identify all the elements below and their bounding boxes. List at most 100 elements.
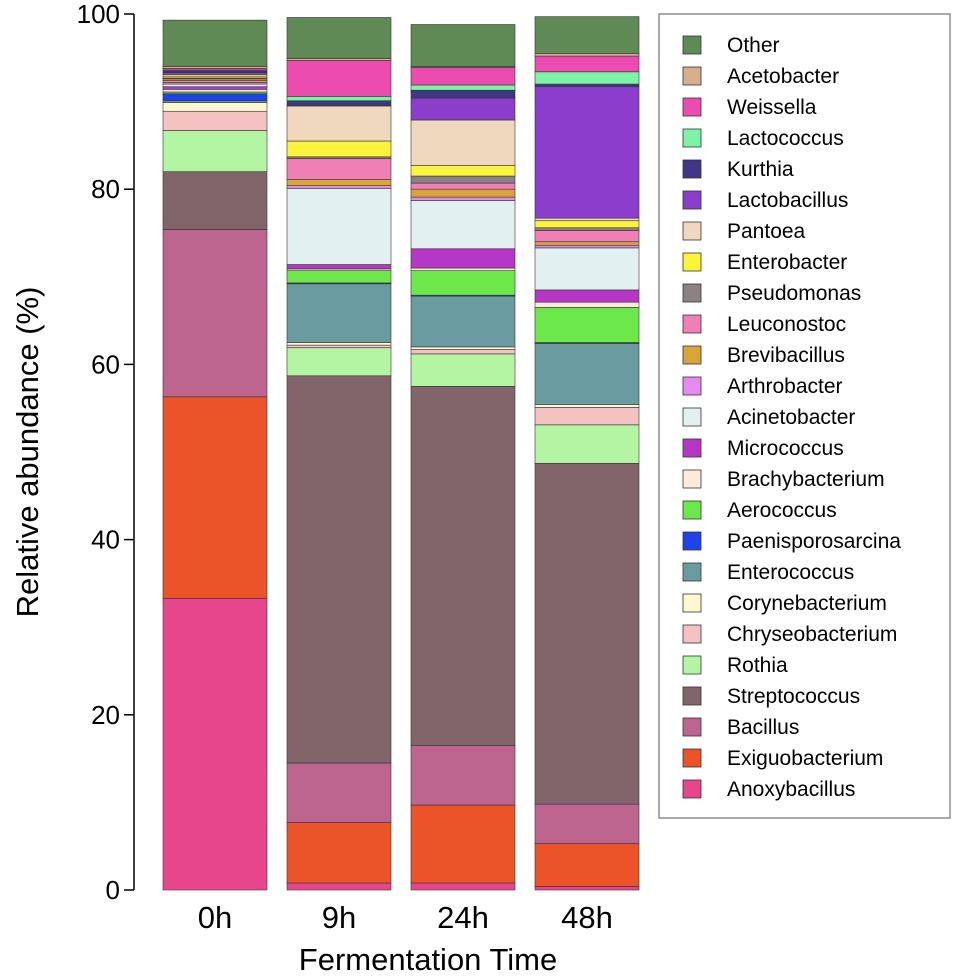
legend-label: Brevibacillus bbox=[727, 344, 845, 367]
legend-label: Aerococcus bbox=[727, 499, 837, 522]
legend-label: Chryseobacterium bbox=[727, 623, 897, 646]
bar-segment-weissella-9h: Weissella 9h: 4.1 bbox=[286, 60, 392, 97]
legend-swatch bbox=[682, 438, 702, 458]
legend-item-rothia: Rothia bbox=[682, 654, 788, 677]
legend-swatch bbox=[682, 407, 702, 427]
bar-segment-kurthia-48h: Kurthia 48h: 0.3 bbox=[534, 83, 640, 88]
bar-segment-acetobacter-48h: Acetobacter 48h: 0.3 bbox=[534, 53, 640, 57]
legend-item-anoxybacillus: Anoxybacillus bbox=[682, 778, 855, 801]
legend-item-lactobacillus: Lactobacillus bbox=[682, 189, 848, 212]
legend-label: Streptococcus bbox=[727, 685, 860, 708]
bar-segment-other-9h: Other 9h: 4.7 bbox=[286, 17, 392, 59]
bar-segment-other-0h: Other 0h: 5.3 bbox=[162, 19, 268, 67]
bar-segment-anoxybacillus-24h: Anoxybacillus 24h: 0.8 bbox=[410, 882, 516, 891]
bar-segment-micrococcus-48h: Micrococcus 48h: 1.4 bbox=[534, 289, 640, 303]
legend-label: Corynebacterium bbox=[727, 592, 887, 615]
bar-segment-weissella-24h: Weissella 24h: 2 bbox=[410, 67, 516, 86]
legend-item-acetobacter: Acetobacter bbox=[682, 65, 839, 88]
bar-segment-pseudomonas-48h: Pseudomonas 48h: 0.3 bbox=[534, 227, 640, 231]
legend-label: Micrococcus bbox=[727, 437, 844, 460]
bar-stack-9h: Anoxybacillus 9h: 0.8Exiguobacterium 9h:… bbox=[286, 17, 392, 891]
legend-item-kurthia: Kurthia bbox=[682, 158, 794, 181]
legend-swatch bbox=[682, 345, 702, 365]
legend-item-paenisporosarcina: Paenisporosarcina bbox=[682, 530, 901, 553]
bar-segment-corynebacterium-48h: Corynebacterium 48h: 0.3 bbox=[534, 404, 640, 408]
bar-segment-pantoea-24h: Pantoea 24h: 5.2 bbox=[410, 119, 516, 166]
x-tick-label: 48h bbox=[561, 900, 613, 935]
bar-segment-micrococcus-0h: Micrococcus 0h: 0.3 bbox=[162, 86, 268, 90]
x-axis-title: Fermentation Time bbox=[299, 942, 557, 977]
legend-swatch bbox=[682, 283, 702, 303]
legend-swatch bbox=[682, 717, 702, 737]
legend-swatch bbox=[682, 779, 702, 799]
legend-label: Arthrobacter bbox=[727, 375, 843, 398]
bar-segment-micrococcus-9h: Micrococcus 9h: 0.5 bbox=[286, 264, 392, 270]
legend-swatch bbox=[682, 221, 702, 241]
bar-segment-corynebacterium-9h: Corynebacterium 9h: 0.3 bbox=[286, 342, 392, 346]
legend-label: Exiguobacterium bbox=[727, 747, 883, 770]
legend-label: Lactobacillus bbox=[727, 189, 848, 212]
bar-segment-bacillus-9h: Bacillus 9h: 6.8 bbox=[286, 762, 392, 823]
legend-label: Anoxybacillus bbox=[727, 778, 855, 801]
bar-segment-streptococcus-48h: Streptococcus 48h: 38.9 bbox=[534, 463, 640, 805]
bar-segment-exiguobacterium-0h: Exiguobacterium 0h: 23 bbox=[162, 396, 268, 599]
legend-item-bacillus: Bacillus bbox=[682, 716, 799, 739]
bar-segment-lactobacillus-48h: Lactobacillus 48h: 15 bbox=[534, 86, 640, 219]
bar-segment-kurthia-24h: Kurthia 24h: 0.9 bbox=[410, 89, 516, 99]
x-axis-labels: 0h 9h 24h 48h bbox=[198, 900, 613, 935]
bar-segment-enterobacter-24h: Enterobacter 24h: 1.2 bbox=[410, 165, 516, 177]
bar-segment-arthrobacter-9h: Arthrobacter 9h: 0.3 bbox=[286, 185, 392, 189]
legend-item-weissella: Weissella bbox=[682, 96, 817, 119]
bar-segment-leuconostoc-9h: Leuconostoc 9h: 2.4 bbox=[286, 158, 392, 180]
bar-segment-enterobacter-48h: Enterobacter 48h: 0.8 bbox=[534, 220, 640, 229]
legend-label: Pseudomonas bbox=[727, 282, 861, 305]
bar-segment-enterococcus-24h: Enterococcus 24h: 5.8 bbox=[410, 295, 516, 348]
legend-swatch bbox=[682, 500, 702, 520]
bar-segment-acinetobacter-9h: Acinetobacter 9h: 8.7 bbox=[286, 188, 392, 265]
bar-segment-anoxybacillus-9h: Anoxybacillus 9h: 0.8 bbox=[286, 882, 392, 891]
legend-item-corynebacterium: Corynebacterium bbox=[682, 592, 887, 615]
legend-swatch bbox=[682, 252, 702, 272]
bar-segment-exiguobacterium-9h: Exiguobacterium 9h: 6.9 bbox=[286, 822, 392, 884]
bar-segment-lactococcus-48h: Lactococcus 48h: 1.4 bbox=[534, 71, 640, 85]
bar-segment-leuconostoc-48h: Leuconostoc 48h: 1.3 bbox=[534, 230, 640, 243]
bar-segment-brachybacterium-0h: Brachybacterium 0h: 0.3 bbox=[162, 89, 268, 93]
bar-segment-brevibacillus-9h: Brevibacillus 9h: 0.7 bbox=[286, 179, 392, 186]
bar-segment-chryseobacterium-48h: Chryseobacterium 48h: 2 bbox=[534, 407, 640, 426]
bar-segment-enterococcus-48h: Enterococcus 48h: 7 bbox=[534, 343, 640, 405]
bar-segment-lactobacillus-24h: Lactobacillus 24h: 2.5 bbox=[410, 97, 516, 121]
legend-item-lactococcus: Lactococcus bbox=[682, 127, 844, 150]
bar-segment-chryseobacterium-24h: Chryseobacterium 24h: 0.5 bbox=[410, 349, 516, 355]
bar-segment-aerococcus-48h: Aerococcus 48h: 4 bbox=[534, 307, 640, 343]
legend-swatch bbox=[682, 531, 702, 551]
bars: Anoxybacillus 0h: 33.3Exiguobacterium 0h… bbox=[162, 16, 640, 891]
legend-swatch bbox=[682, 686, 702, 706]
bar-segment-weissella-48h: Weissella 48h: 1.8 bbox=[534, 55, 640, 73]
bar-segment-brachybacterium-48h: Brachybacterium 48h: 0.6 bbox=[534, 301, 640, 308]
legend-item-leuconostoc: Leuconostoc bbox=[682, 313, 846, 336]
legend-item-chryseobacterium: Chryseobacterium bbox=[682, 623, 897, 646]
bar-segment-pseudomonas-24h: Pseudomonas 24h: 0.8 bbox=[410, 175, 516, 184]
legend-item-arthrobacter: Arthrobacter bbox=[682, 375, 843, 398]
bar-segment-aerococcus-24h: Aerococcus 24h: 2.8 bbox=[410, 270, 516, 296]
legend-box bbox=[658, 13, 951, 819]
legend-swatch bbox=[682, 190, 702, 210]
legend-label: Other bbox=[727, 34, 780, 57]
bar-segment-exiguobacterium-48h: Exiguobacterium 48h: 4.9 bbox=[534, 843, 640, 887]
legend-label: Rothia bbox=[727, 654, 788, 677]
legend-item-other: Other bbox=[682, 34, 780, 57]
legend-item-brachybacterium: Brachybacterium bbox=[682, 468, 885, 491]
y-tick-label: 100 bbox=[77, 0, 120, 29]
bar-segment-rothia-9h: Rothia 9h: 3.2 bbox=[286, 347, 392, 377]
legend-swatch bbox=[682, 376, 702, 396]
bar-segment-arthrobacter-48h: Arthrobacter 48h: 0.3 bbox=[534, 244, 640, 249]
bar-stack-24h: Anoxybacillus 24h: 0.8Exiguobacterium 24… bbox=[410, 24, 516, 891]
legend-swatch bbox=[682, 469, 702, 489]
bar-segment-streptococcus-9h: Streptococcus 9h: 44.2 bbox=[286, 375, 392, 764]
legend-swatch bbox=[682, 314, 702, 334]
bar-segment-rothia-48h: Rothia 48h: 4.4 bbox=[534, 424, 640, 464]
legend-label: Brachybacterium bbox=[727, 468, 885, 491]
legend-item-enterococcus: Enterococcus bbox=[682, 561, 854, 584]
bar-segment-anoxybacillus-0h: Anoxybacillus 0h: 33.3 bbox=[162, 597, 268, 891]
